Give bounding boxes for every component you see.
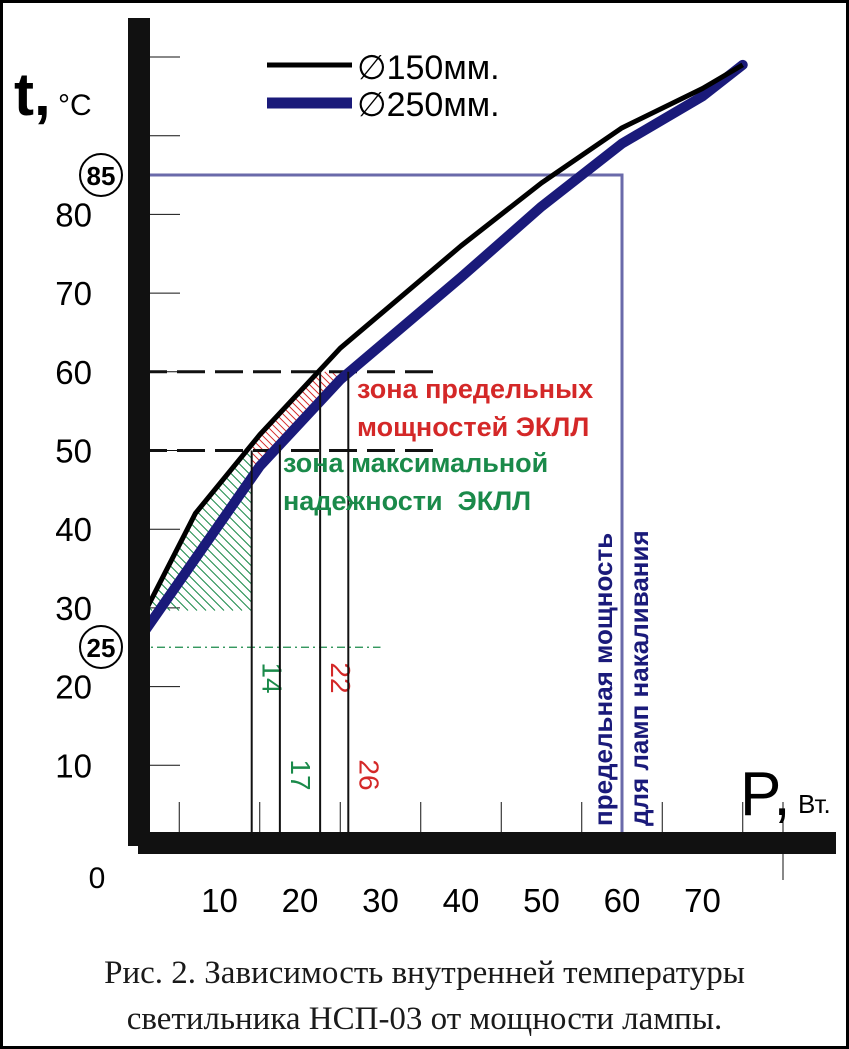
green-hatch-line (139, 450, 180, 611)
x-tick-label: 60 (604, 882, 641, 919)
red-hatch-line (101, 372, 201, 472)
caption-line-2: светильника НСП-03 от мощности лампы. (126, 1001, 723, 1037)
circle-85-ring (79, 153, 123, 197)
y-axis-label: t, (14, 61, 51, 128)
red-zone-line-1: зона предельных (357, 374, 593, 404)
y-axis-unit: °C (58, 89, 92, 122)
vertical-note: предельная мощность для ламп накаливания (588, 526, 654, 826)
series-line-250mm (134, 59, 748, 645)
green-zone-line-2: надежности ЭКЛЛ (283, 486, 531, 516)
green-hatch-line (207, 450, 252, 611)
red-hatch-line (251, 371, 265, 473)
marker-layer: 14 17 22 26 (250, 371, 387, 836)
x-tick-label: 50 (523, 882, 560, 919)
x-tick-label: 30 (362, 882, 399, 919)
circle-label-85: 85 (79, 153, 123, 197)
x-tick-label: 70 (684, 882, 721, 919)
legend-label-150: ∅150мм. (357, 49, 500, 87)
x-tick-label: 40 (443, 882, 480, 919)
y-tick-label: 50 (55, 433, 92, 470)
power-marker-label: 26 (353, 759, 384, 790)
green-hatch-line (139, 450, 216, 611)
circle-25-ring (79, 625, 123, 669)
x-tick-label: 20 (282, 882, 319, 919)
green-hatch-line (0, 451, 44, 611)
red-hatch-line (143, 372, 243, 472)
power-marker-label: 14 (257, 662, 288, 693)
y-tick-label: 60 (55, 354, 92, 391)
y-tick-label: 80 (55, 196, 92, 233)
figure-caption: Рис. 2. Зависимость внутренней температу… (0, 950, 849, 1042)
red-hatch-line (108, 372, 208, 472)
y-axis-label-text: t, (14, 61, 51, 128)
legend-label-250: ∅250мм. (357, 86, 500, 124)
green-hatch-line (0, 451, 53, 611)
red-hatch-line (251, 371, 272, 473)
power-marker-label: 22 (325, 662, 356, 693)
green-hatch-line (139, 450, 252, 611)
red-zone-label: зона предельных мощностей ЭКЛЛ (357, 374, 601, 442)
y-tick-label: 40 (55, 511, 92, 548)
red-hatch-line (150, 372, 250, 472)
guide-layer (139, 173, 624, 844)
series-line-150mm (136, 62, 745, 625)
tick-layer: 10 20 30 40 50 60 70 80 10 20 30 40 50 60 70 (55, 196, 721, 919)
grid-layer (139, 56, 784, 880)
green-zone-label: зона максимальной надежности ЭКЛЛ (283, 448, 556, 516)
green-hatch-line (0, 451, 26, 611)
y-tick-label: 70 (55, 275, 92, 312)
green-hatch-line (0, 451, 35, 611)
y-tick-label: 30 (55, 590, 92, 627)
green-hatch-line (216, 450, 252, 611)
legend: ∅150мм. ∅250мм. (267, 49, 500, 124)
red-zone-line-2: мощностей ЭКЛЛ (357, 412, 589, 442)
y-tick-label: 20 (55, 669, 92, 706)
vertical-note-line-2: для ламп накаливания (624, 530, 654, 826)
circle-85-text: 85 (87, 161, 116, 191)
red-hatch-line (251, 371, 279, 473)
x-axis-label: P, (740, 760, 791, 829)
origin-label: 0 (89, 862, 106, 895)
series-layer (134, 59, 748, 645)
circle-label-25: 25 (79, 625, 123, 669)
vertical-note-line-1: предельная мощность (588, 533, 618, 826)
green-hatch-line (139, 450, 189, 611)
x-axis-unit: Вт. (798, 789, 831, 819)
power-marker-label: 17 (285, 759, 316, 790)
x-tick-label: 10 (201, 882, 238, 919)
green-hatch-line (139, 450, 198, 611)
green-hatch-line (0, 451, 62, 611)
circle-25-text: 25 (87, 633, 116, 663)
green-zone-line-1: зона максимальной (283, 448, 548, 478)
y-tick-label: 10 (55, 747, 92, 784)
red-hatch-line (136, 372, 236, 472)
caption-line-1: Рис. 2. Зависимость внутренней температу… (104, 955, 745, 991)
limit-line (139, 173, 624, 844)
